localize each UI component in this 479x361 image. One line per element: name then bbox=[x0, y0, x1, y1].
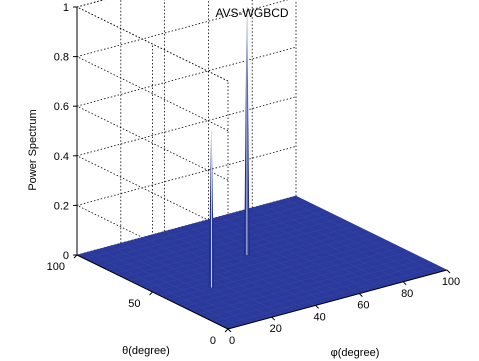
y-tick-label: 0 bbox=[210, 335, 216, 347]
x-tick-label: 0 bbox=[229, 335, 235, 347]
surface-mesh-line bbox=[252, 207, 404, 282]
surface-mesh-line bbox=[197, 222, 349, 297]
surface-layer bbox=[76, 7, 448, 330]
surface-mesh-line bbox=[208, 219, 360, 294]
grid-line-z-back bbox=[76, 96, 297, 157]
surface-mesh-line bbox=[274, 201, 426, 277]
surface-mesh-line bbox=[284, 198, 437, 274]
surface-mesh-line bbox=[129, 221, 349, 282]
surface-mesh-line bbox=[114, 214, 334, 274]
z-tick-label: 0.8 bbox=[54, 52, 69, 64]
x-tick-mark bbox=[446, 269, 451, 274]
z-tick-label: 0.4 bbox=[54, 151, 69, 163]
x-axis-line bbox=[227, 269, 448, 330]
surface-mesh-line bbox=[263, 204, 415, 280]
z-tick-label: 1 bbox=[63, 2, 69, 14]
grid-line-z-left bbox=[76, 105, 229, 181]
z-axis-label: Power Spectrum bbox=[27, 109, 39, 190]
z-tick-label: 0.2 bbox=[54, 200, 69, 212]
x-tick-label: 60 bbox=[357, 300, 369, 312]
surface-mesh-line bbox=[241, 210, 393, 285]
x-tick-label: 100 bbox=[442, 276, 460, 288]
surface-mesh-line bbox=[84, 199, 304, 259]
x-tick-label: 20 bbox=[270, 323, 282, 335]
grid-line-z-back bbox=[76, 46, 297, 107]
grid-line-z-left bbox=[76, 56, 229, 131]
x-tick-mark bbox=[359, 293, 363, 297]
x-axis-label: φ(degree) bbox=[331, 347, 380, 359]
z-tick-label: 0.6 bbox=[54, 101, 69, 113]
surface-mesh-line bbox=[92, 203, 312, 263]
x-tick-mark bbox=[315, 305, 319, 309]
x-tick-mark bbox=[402, 281, 407, 286]
y-tick-mark bbox=[224, 328, 229, 333]
surface-mesh-line bbox=[144, 229, 365, 289]
y-axis-label: θ(degree) bbox=[122, 345, 170, 357]
surface-mesh-line bbox=[99, 206, 319, 267]
surface-mesh-line bbox=[152, 232, 372, 293]
x-tick-label: 80 bbox=[401, 288, 413, 300]
chart-title: AVS-WGBCD bbox=[215, 6, 288, 20]
x-tick-mark bbox=[271, 316, 276, 321]
surface-mesh-line bbox=[107, 210, 327, 270]
grid-line-z-back bbox=[76, 146, 297, 206]
box-edge-top-left bbox=[76, 6, 229, 82]
surface-mesh-line bbox=[230, 213, 382, 288]
y-tick-label: 100 bbox=[47, 261, 65, 273]
y-tick-label: 50 bbox=[128, 298, 140, 310]
x-tick-label: 40 bbox=[313, 311, 325, 323]
x-tick-mark bbox=[227, 328, 232, 333]
grid-line-z-back bbox=[76, 0, 289, 57]
y-tick-mark bbox=[149, 291, 153, 296]
surface-mesh-line bbox=[122, 218, 342, 278]
z-tick-label: 0 bbox=[63, 250, 69, 262]
